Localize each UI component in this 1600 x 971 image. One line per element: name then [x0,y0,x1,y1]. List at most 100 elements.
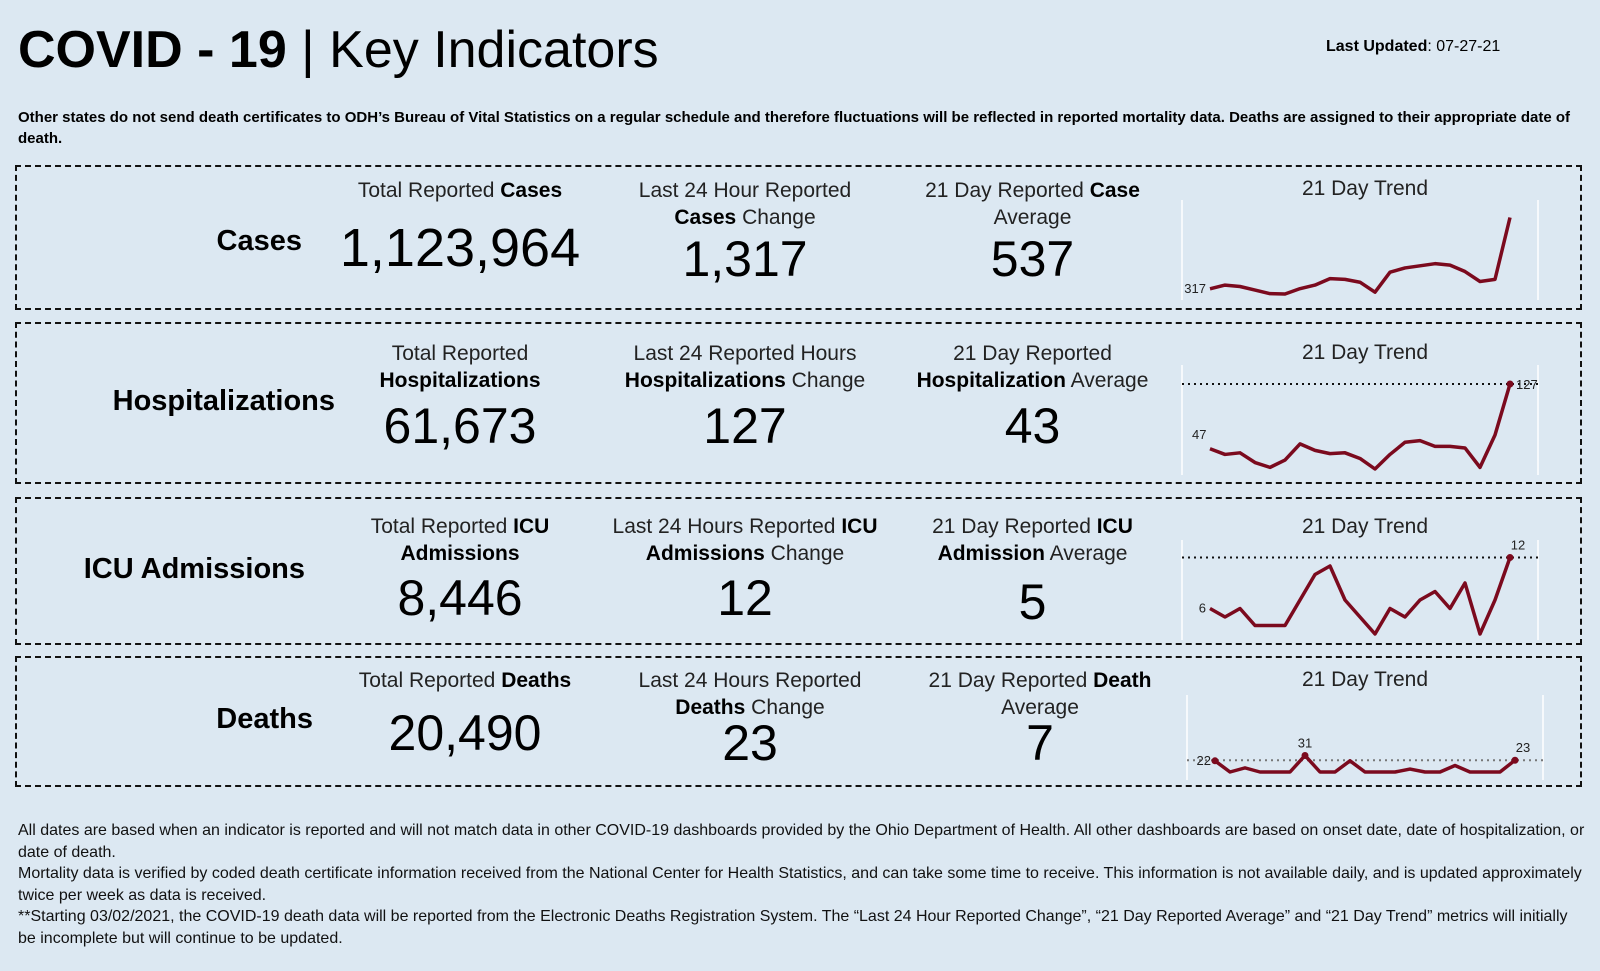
data-point [1506,380,1514,388]
metric-label: Last 24 Reported Hours Hospitalizations … [605,340,885,394]
metric-label-pre: Last 24 Hours Reported [612,515,842,538]
data-label: 22 [1197,753,1211,768]
data-label: 127 [1516,377,1538,392]
metric-total: Total Reported ICU Admissions [330,513,590,567]
metric-label-post: Average [1065,369,1149,392]
metric-value: 43 [1004,398,1061,454]
metric-24h-change: Last 24 Hours Reported Deaths Change [615,667,885,721]
category-label: ICU Admissions [83,553,305,585]
footer-notes: All dates are based when an indicator is… [18,820,1588,949]
panel-cases [15,165,1582,310]
metric-label-bold: Cases [500,179,563,202]
metric-21day-average: 21 Day Reported Death Average [905,667,1175,721]
data-label: 31 [1298,736,1312,751]
metric-label: Total Reported Hospitalizations [330,340,590,394]
metric-label-post: Change [764,542,845,565]
metric-label-post: Change [736,206,816,229]
metric-label-pre: Last 24 Hours Reported [638,669,862,692]
metric-value: 8,446 [397,570,523,626]
metric-label-bold: Cases [674,206,737,229]
metric-value: 1,123,964 [339,218,581,278]
metric-value: 1,317 [682,231,808,287]
metric-24h-change: Last 24 Hours Reported ICU Admissions Ch… [605,513,885,567]
metric-label-pre: Total Reported [357,179,501,202]
metric-label-bold: ICU Admissions [400,515,550,565]
trend-title: 21 Day Trend [1301,668,1429,691]
last-updated-value: : 07-27-21 [1427,38,1501,55]
metric-label: 21 Day Reported Death Average [905,667,1175,721]
metric-label-bold: Case [1089,179,1140,202]
metric-label-post: Average [993,206,1072,229]
metric-label-pre: Total Reported [370,515,514,538]
metric-label-bold: Hospitalization [916,369,1066,392]
data-label: 47 [1192,427,1206,442]
trend-sparkline: 317 [1181,200,1539,300]
metric-label-bold: ICU Admission [937,515,1133,565]
data-label: 317 [1184,281,1206,296]
title-light: Key Indicators [329,21,659,79]
page-title: COVID - 19 | Key Indicators [18,18,659,82]
last-updated-label: Last Updated [1326,38,1428,55]
data-label: 12 [1511,538,1525,553]
metric-label-bold: Deaths [501,669,572,692]
metric-total: Total Reported Cases [330,177,590,204]
metric-label: Last 24 Hours Reported Deaths Change [615,667,885,721]
category-label: Cases [216,225,302,257]
data-point [1506,554,1514,561]
metric-label-pre: Total Reported [391,342,529,365]
metric-label-pre: 21 Day Reported [928,669,1094,692]
metric-value: 12 [717,570,773,626]
footer-line: **Starting 03/02/2021, the COVID-19 deat… [18,908,1568,947]
metric-label-post: Average [1044,542,1128,565]
trend-sparkline: 22 31 23 [1186,695,1544,780]
metric-value: 23 [722,715,778,771]
metric-label-pre: Last 24 Reported Hours [633,342,857,365]
metric-label: 21 Day Reported Case Average [900,177,1165,231]
category-label: Deaths [216,703,313,735]
metric-24h-change: Last 24 Hour Reported Cases Change [610,177,880,231]
data-point [1301,752,1309,759]
metric-21day-average: 21 Day Reported Hospitalization Average [900,340,1165,394]
metric-label-pre: 21 Day Reported [953,342,1112,365]
data-point [1211,757,1219,765]
metric-value: 5 [1018,574,1047,630]
trend-line [1209,383,1512,471]
metric-21day-average: 21 Day Reported ICU Admission Average [900,513,1165,567]
metric-value: 61,673 [383,398,537,454]
metric-21day-average: 21 Day Reported Case Average [900,177,1165,231]
trend-line [1213,753,1517,774]
title-bold: COVID - 19 [18,21,287,79]
metric-24h-change: Last 24 Reported Hours Hospitalizations … [605,340,885,394]
trend-sparkline: 6 12 [1181,538,1539,640]
panel-hospitalizations [15,322,1582,484]
trend-title: 21 Day Trend [1301,341,1429,364]
metric-value: 7 [1026,715,1054,771]
data-point [1511,756,1519,764]
metric-label-bold: Hospitalizations [624,369,786,392]
trend-title: 21 Day Trend [1301,177,1429,200]
title-separator: | [286,21,330,79]
footer-line: Mortality data is verified by coded deat… [18,865,1582,904]
metric-label: Total Reported Cases [330,177,590,204]
trend-title: 21 Day Trend [1301,515,1429,538]
footer-line: All dates are based when an indicator is… [18,822,1585,861]
metric-label: Total Reported ICU Admissions [330,513,590,567]
metric-label-pre: 21 Day Reported [932,515,1097,538]
metric-label-pre: Last 24 Hour Reported [638,179,852,202]
metric-label-post: Average [1001,696,1079,719]
metric-label-bold: Deaths [675,696,746,719]
metric-label: Total Reported Deaths [335,667,595,694]
mortality-note: Other states do not send death certifica… [18,109,1571,147]
last-updated: Last Updated: 07-27-21 [1326,38,1500,56]
metric-total: Total Reported Hospitalizations [330,340,590,394]
metric-label-bold: Hospitalizations [379,369,541,392]
panel-deaths [15,656,1582,787]
trend-line [1209,217,1512,296]
metric-label-bold: Death [1093,669,1152,692]
metric-value: 20,490 [388,705,542,761]
metric-label-post: Change [745,696,825,719]
panel-icu-admissions [15,497,1582,645]
trend-sparkline: 47 127 [1181,365,1539,475]
data-label: 23 [1516,740,1530,755]
metric-total: Total Reported Deaths [335,667,595,694]
